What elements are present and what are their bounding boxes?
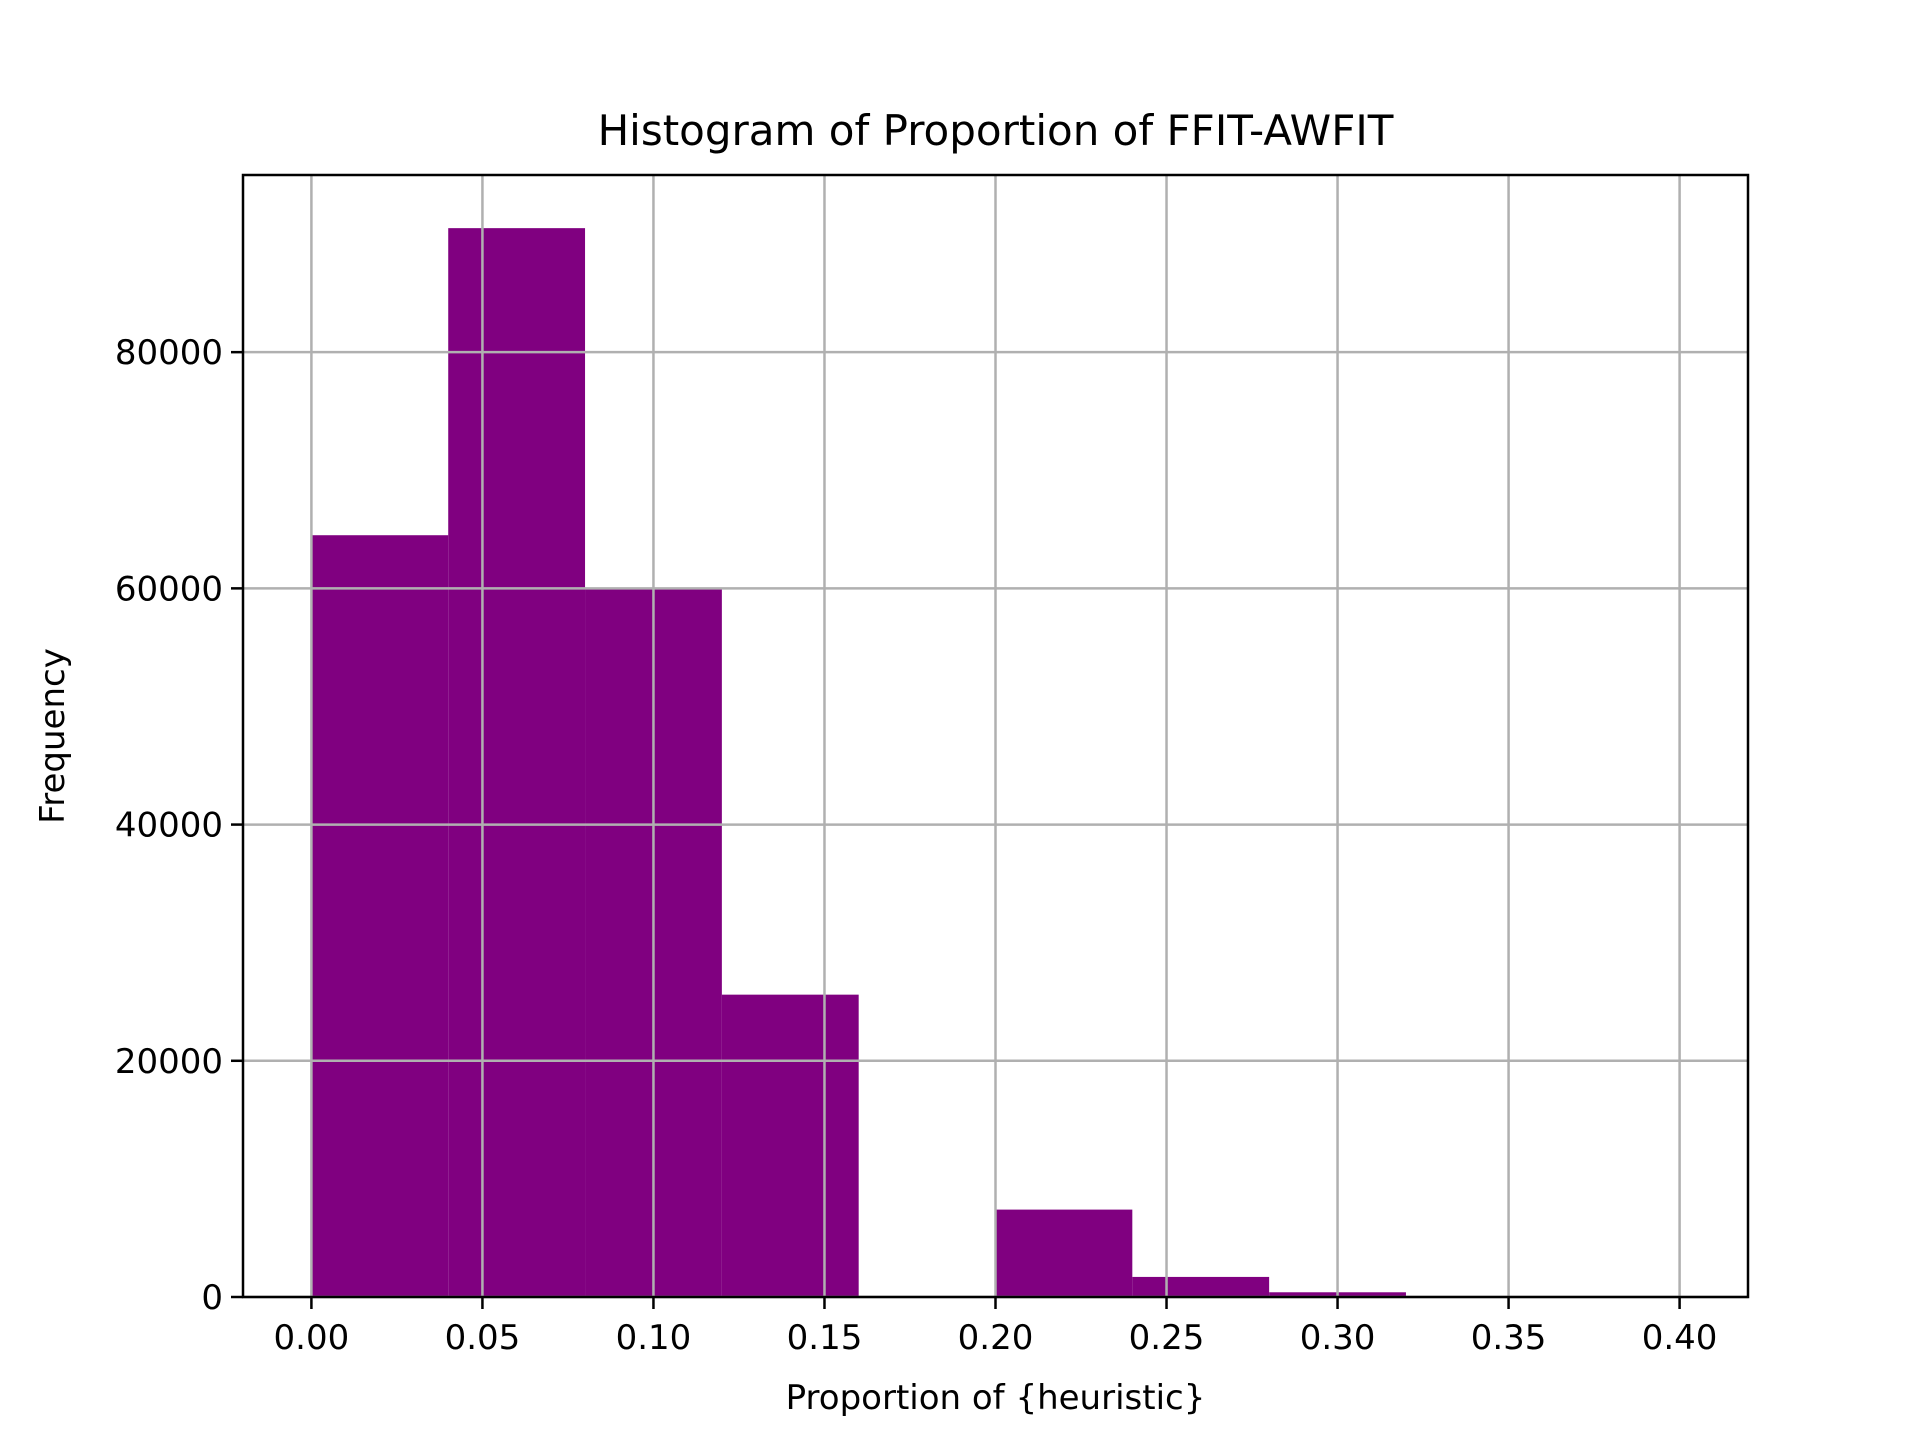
x-axis-label: Proportion of {heuristic}: [786, 1378, 1206, 1418]
histogram-bar: [721, 994, 859, 1297]
y-axis-label: Frequency: [33, 648, 73, 824]
histogram-bar: [448, 228, 586, 1298]
y-tick-label: 20000: [115, 1042, 223, 1082]
y-tick-label: 60000: [115, 569, 223, 609]
histogram-bar: [311, 535, 449, 1297]
x-tick-label: 0.30: [1300, 1318, 1376, 1358]
x-tick-label: 0.00: [274, 1318, 350, 1358]
x-tick-label: 0.20: [958, 1318, 1034, 1358]
chart-title: Histogram of Proportion of FFIT-AWFIT: [598, 106, 1394, 155]
x-tick-label: 0.25: [1129, 1318, 1205, 1358]
histogram-bar: [995, 1209, 1133, 1297]
axis-ticks: 0.00 0.05 0.10 0.15 0.20 0.25 0.30 0.35 0.40 0 200…: [115, 333, 1718, 1358]
x-tick-label: 0.40: [1642, 1318, 1718, 1358]
histogram-bar: [1132, 1276, 1270, 1297]
x-tick-label: 0.15: [787, 1318, 863, 1358]
y-tick-label: 80000: [115, 333, 223, 373]
x-tick-label: 0.35: [1471, 1318, 1547, 1358]
x-tick-label: 0.05: [445, 1318, 521, 1358]
y-tick-label: 0: [201, 1278, 223, 1318]
y-tick-label: 40000: [115, 806, 223, 846]
histogram-bars: [311, 228, 1406, 1298]
x-tick-label: 0.10: [616, 1318, 692, 1358]
